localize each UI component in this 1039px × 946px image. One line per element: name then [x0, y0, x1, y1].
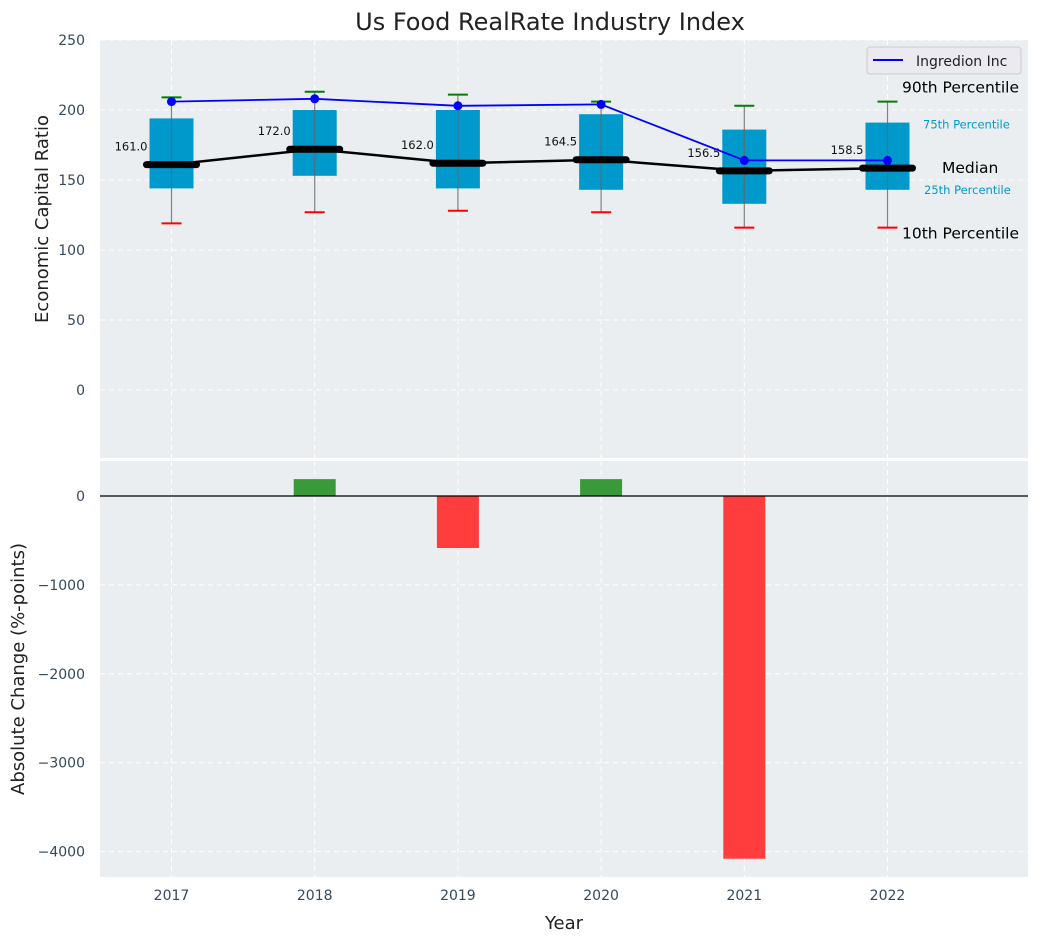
median-value-label: 161.0	[115, 140, 148, 154]
median-value-label: 172.0	[258, 124, 291, 138]
x-tick-label: 2018	[297, 888, 333, 904]
y-tick-label: 200	[58, 103, 85, 119]
y-tick-label: 50	[67, 313, 85, 329]
y-tick-label: 0	[76, 489, 85, 505]
series-point-ingredion	[167, 97, 176, 107]
median-value-label: 158.5	[831, 143, 864, 157]
x-tick-label: 2021	[726, 888, 762, 904]
y-tick-label: −2000	[38, 667, 85, 683]
annotation-p75: 75th Percentile	[923, 118, 1010, 132]
change-bar	[293, 479, 336, 496]
x-tick-label: 2020	[583, 888, 619, 904]
y-tick-label: −4000	[38, 845, 85, 861]
y-tick-label: 0	[76, 383, 85, 399]
series-point-ingredion	[883, 155, 892, 165]
chart-title: Us Food RealRate Industry Index	[355, 8, 745, 36]
series-line-ingredion	[171, 97, 888, 162]
y-tick-label: 150	[58, 173, 85, 189]
change-bar	[723, 496, 766, 859]
y-axis-label: Economic Capital Ratio	[32, 115, 53, 323]
x-tick-label: 2022	[870, 888, 906, 904]
y-tick-label: −3000	[38, 756, 85, 772]
annotation-median: Median	[942, 159, 998, 177]
legend-box	[866, 46, 1022, 75]
median-value-label: 164.5	[544, 135, 577, 149]
x-tick-label: 2017	[154, 888, 190, 904]
series-point-ingredion	[310, 94, 320, 104]
plot-area-bottom	[100, 461, 1028, 877]
plot-area-top	[100, 40, 1028, 458]
annotation-p25: 25th Percentile	[924, 183, 1011, 197]
bottom-axes: 0 −1000 −2000 −3000 −4000 2017 2018 2019 2020 202…	[8, 461, 1028, 934]
series-point-ingredion	[596, 99, 606, 109]
legend-label-ingredion: Ingredion Inc	[916, 54, 1007, 70]
median-value-label: 156.5	[687, 146, 720, 160]
series-point-ingredion	[453, 101, 463, 111]
y-tick-label: −1000	[38, 578, 85, 594]
x-axis-label: Year	[544, 913, 584, 934]
median-value-label: 162.0	[401, 138, 434, 152]
y-tick-label: 100	[58, 243, 85, 259]
change-bar	[436, 496, 479, 549]
series-point-ingredion	[739, 155, 749, 165]
y-axis-label: Absolute Change (%-points)	[8, 543, 29, 795]
annotation-p10: 10th Percentile	[902, 225, 1019, 243]
x-tick-label: 2019	[440, 888, 476, 904]
annotation-p90: 90th Percentile	[902, 79, 1019, 97]
change-bar	[580, 479, 623, 496]
top-axes: 0 50 100 150 200 250 Economic Capital Ratio 161…	[32, 33, 1028, 458]
y-tick-label: 250	[58, 33, 85, 49]
